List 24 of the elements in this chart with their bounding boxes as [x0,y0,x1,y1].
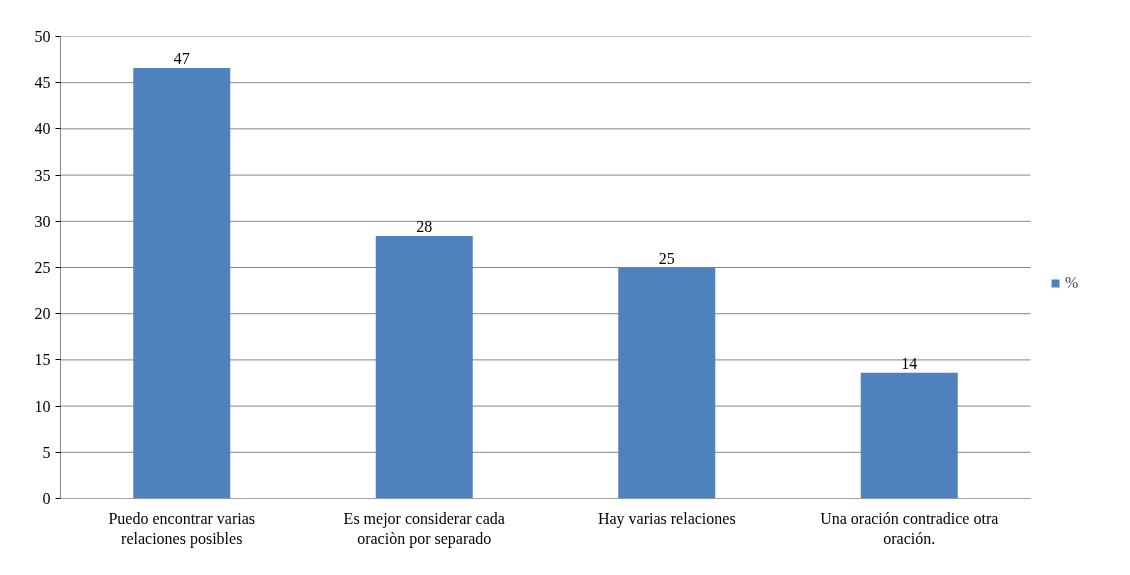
data-label: 25 [658,249,675,267]
x-tick-label: Puedo encontrar varias relaciones posibles [108,509,256,548]
y-tick-label: 15 [34,351,51,369]
data-label: 28 [416,218,433,236]
bar [860,372,958,499]
bar [375,236,473,499]
y-tick-label: 40 [34,120,51,138]
x-tick-label: Es mejor considerar cada oraciòn por separado [343,509,505,548]
y-tick-label: 50 [34,28,51,45]
y-tick-label: 0 [42,490,51,507]
y-tick-label: 45 [34,74,51,92]
x-tick-label: Una oración contradice otra oración. [820,509,999,547]
y-tick-label: 35 [34,166,51,184]
y-tick-label: 5 [42,443,51,461]
y-tick-label: 20 [34,305,51,323]
data-label: 47 [173,49,190,67]
legend-label: % [1065,274,1080,292]
bar [618,267,716,499]
y-tick-label: 30 [34,212,51,230]
x-tick-label: Hay varias relaciones [597,509,736,528]
y-tick-label: 25 [34,259,51,276]
bar [133,67,231,499]
y-tick-label: 10 [34,397,51,415]
data-label: 14 [901,354,918,372]
